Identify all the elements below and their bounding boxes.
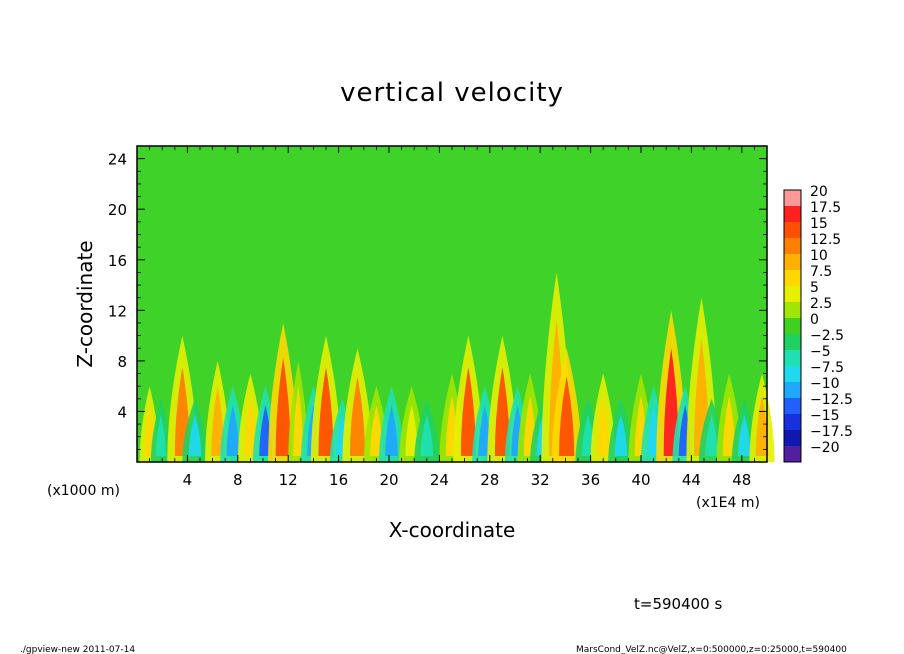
colorbar-swatch — [784, 446, 801, 463]
heatmap-streak-core — [405, 405, 418, 456]
x-unit-left: (x1000 m) — [47, 483, 120, 499]
y-axis-label: Z-coordinate — [73, 240, 97, 367]
x-unit-right: (x1E4 m) — [696, 495, 760, 511]
heatmap-streak-core — [596, 395, 610, 456]
x-tick-label: 20 — [379, 471, 398, 489]
x-axis-label: X-coordinate — [389, 518, 516, 542]
heatmap-streak-core — [738, 414, 751, 456]
heatmap-streak-core — [705, 414, 718, 456]
y-tick-label: 20 — [108, 201, 127, 219]
colorbar-swatch — [784, 190, 801, 207]
heatmap-streak-core — [318, 367, 334, 456]
colorbar-swatch — [784, 254, 801, 271]
heatmap-streak-core — [559, 376, 575, 456]
footer-program-date: ./gpview-new 2011-07-14 — [20, 645, 135, 654]
heatmap-streak-core — [226, 405, 240, 456]
colorbar-label: −12.5 — [810, 392, 853, 408]
heatmap-streak-core — [293, 386, 304, 456]
x-tick-label: 24 — [430, 471, 449, 489]
colorbar-swatch — [784, 206, 801, 223]
colorbar-swatch — [784, 382, 801, 399]
colorbar-label: 20 — [810, 184, 828, 200]
y-tick-label: 12 — [108, 302, 127, 320]
colorbar: 2017.51512.5107.552.50−2.5−5−7.5−10−12.5… — [783, 184, 853, 463]
heatmap-streak-core — [155, 414, 166, 456]
heatmap-streak-core — [420, 414, 434, 456]
heatmap-streak-core — [211, 386, 224, 456]
x-tick-label: 48 — [732, 471, 751, 489]
heatmap-streak-core — [349, 376, 366, 456]
colorbar-label: −15 — [810, 408, 840, 424]
colorbar-swatch — [784, 318, 801, 335]
heatmap-field — [139, 272, 775, 462]
colorbar-swatch — [784, 222, 801, 239]
heatmap-streak-core — [370, 405, 383, 456]
x-tick-label: 12 — [279, 471, 298, 489]
y-tick-label: 16 — [108, 252, 127, 270]
heatmap-streak-core — [755, 395, 769, 456]
colorbar-swatch — [784, 238, 801, 255]
heatmap-streak-core — [188, 414, 202, 456]
colorbar-swatch — [784, 398, 801, 415]
x-tick-label: 28 — [480, 471, 499, 489]
colorbar-label: −2.5 — [810, 328, 844, 344]
heatmap-streak-core — [275, 357, 291, 456]
x-tick-label: 16 — [329, 471, 348, 489]
colorbar-label: 2.5 — [810, 296, 832, 312]
heatmap-streak-core — [460, 367, 476, 456]
colorbar-frame — [783, 189, 802, 463]
colorbar-swatch — [784, 302, 801, 319]
heatmap-streak-core — [494, 367, 510, 456]
heatmap-streak-core — [722, 395, 736, 456]
x-tick-label: 40 — [631, 471, 650, 489]
colorbar-label: 17.5 — [810, 200, 841, 216]
colorbar-swatch — [784, 430, 801, 447]
y-tick-label: 4 — [117, 403, 127, 421]
time-label: t=590400 s — [634, 595, 722, 613]
colorbar-swatch — [784, 414, 801, 431]
chart-title: vertical velocity — [340, 78, 564, 108]
footer-source: MarsCond_VelZ.nc@VelZ,x=0:500000,z=0:250… — [576, 645, 847, 654]
heatmap-streak-core — [244, 395, 257, 456]
colorbar-label: −17.5 — [810, 424, 853, 440]
colorbar-label: 10 — [810, 248, 828, 264]
colorbar-label: 12.5 — [810, 232, 841, 248]
colorbar-swatch — [784, 334, 801, 351]
x-tick-label: 32 — [531, 471, 550, 489]
heatmap-streak-core — [385, 405, 398, 456]
colorbar-label: −5 — [810, 344, 831, 360]
colorbar-label: 0 — [810, 312, 819, 328]
colorbar-label: −7.5 — [810, 360, 844, 376]
colorbar-swatch — [784, 366, 801, 383]
heatmap-streak-core — [663, 348, 679, 456]
heatmap-streak-core — [614, 414, 628, 456]
colorbar-label: −20 — [810, 440, 840, 456]
y-axis: 4 8 12 16 20 24 — [108, 151, 767, 450]
colorbar-swatch — [784, 270, 801, 287]
colorbar-swatch — [784, 350, 801, 367]
colorbar-label: −10 — [810, 376, 840, 392]
x-tick-label: 36 — [581, 471, 600, 489]
colorbar-label: 7.5 — [810, 264, 832, 280]
x-axis: 4 8 12 16 20 24 28 32 36 40 44 48 — [149, 146, 755, 489]
colorbar-swatch — [784, 286, 801, 303]
colorbar-label: 5 — [810, 280, 819, 296]
y-tick-label: 8 — [117, 353, 127, 371]
x-tick-label: 44 — [682, 471, 701, 489]
y-tick-label: 24 — [108, 151, 127, 169]
x-tick-label: 8 — [233, 471, 243, 489]
colorbar-label: 15 — [810, 216, 828, 232]
x-tick-label: 4 — [183, 471, 193, 489]
